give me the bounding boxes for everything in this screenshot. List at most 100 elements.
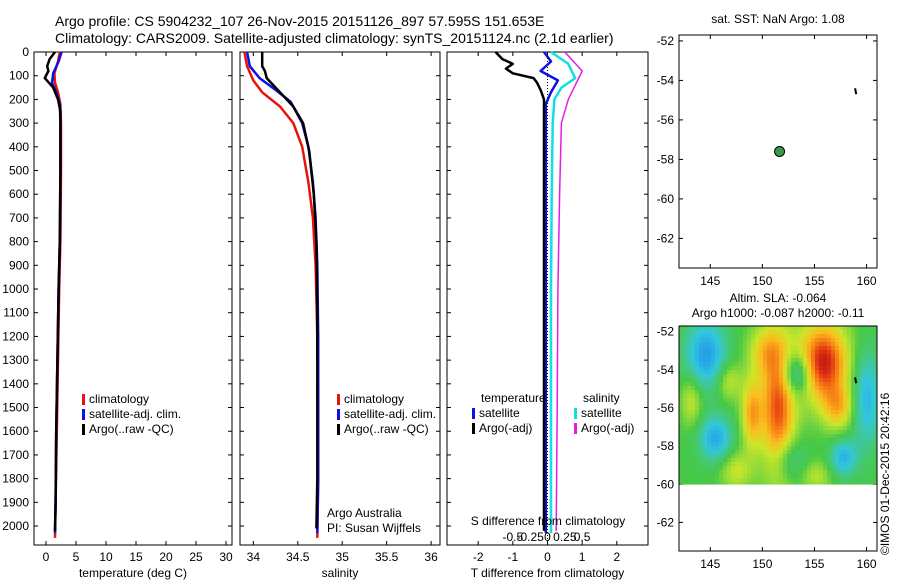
sla-heatmap-cell xyxy=(731,398,736,403)
sla-heatmap-cell xyxy=(787,358,792,363)
sla-heatmap-cell xyxy=(855,454,860,459)
sla-heatmap-cell xyxy=(779,370,784,375)
sla-heatmap-cell xyxy=(679,458,684,463)
sla-heatmap-cell xyxy=(839,470,844,475)
sla-heatmap-cell xyxy=(827,462,832,467)
sla-heatmap-cell xyxy=(771,394,776,399)
sla-heatmap-cell xyxy=(719,446,724,451)
sla-heatmap-cell xyxy=(831,438,836,443)
sla-heatmap-cell xyxy=(859,402,864,407)
legend-label: climatology xyxy=(89,392,149,406)
sla-heatmap-cell xyxy=(691,350,696,355)
sla-heatmap-cell xyxy=(751,398,756,403)
sla-heatmap-cell xyxy=(775,426,780,431)
sla-heatmap-cell xyxy=(755,466,760,471)
sla-heatmap-cell xyxy=(735,414,740,419)
sla-heatmap-cell xyxy=(803,462,808,467)
sla-heatmap-cell xyxy=(771,434,776,439)
sla-heatmap-cell xyxy=(715,466,720,471)
sla-heatmap-cell xyxy=(827,466,832,471)
sla-heatmap-cell xyxy=(799,370,804,375)
sla-heatmap-cell xyxy=(851,454,856,459)
sla-heatmap-cell xyxy=(835,366,840,371)
sla-heatmap-cell xyxy=(779,346,784,351)
sla-heatmap-cell xyxy=(843,438,848,443)
sla-heatmap-cell xyxy=(715,354,720,359)
sla-heatmap-cell xyxy=(755,474,760,479)
sla-heatmap-cell xyxy=(751,346,756,351)
sla-heatmap-cell xyxy=(711,426,716,431)
sla-heatmap-cell xyxy=(695,358,700,363)
sla-heatmap-cell xyxy=(779,362,784,367)
x-tick-label: 34 xyxy=(247,550,261,564)
sla-heatmap-cell xyxy=(835,478,840,483)
sla-heatmap-cell xyxy=(723,454,728,459)
sla-heatmap-cell xyxy=(751,402,756,407)
sla-heatmap-cell xyxy=(815,426,820,431)
sla-heatmap-cell xyxy=(771,354,776,359)
sla-heatmap-cell xyxy=(679,362,684,367)
sla-heatmap-cell xyxy=(835,474,840,479)
sla-heatmap-cell xyxy=(815,430,820,435)
sla-heatmap-cell xyxy=(839,358,844,363)
sla-heatmap-cell xyxy=(859,458,864,463)
sla-heatmap-cell xyxy=(723,434,728,439)
sla-heatmap-cell xyxy=(867,410,872,415)
sla-heatmap-cell xyxy=(719,402,724,407)
sla-heatmap-cell xyxy=(843,462,848,467)
sla-heatmap-cell xyxy=(719,422,724,427)
sla-heatmap-cell xyxy=(863,382,868,387)
sla-heatmap-cell xyxy=(795,410,800,415)
sla-heatmap-cell xyxy=(699,358,704,363)
sla-heatmap-cell xyxy=(703,330,708,335)
sla-heatmap-cell xyxy=(875,450,878,455)
float-track xyxy=(854,377,858,384)
x-tick-label: 150 xyxy=(752,274,772,288)
sla-heatmap-cell xyxy=(703,402,708,407)
sla-heatmap-cell xyxy=(727,342,732,347)
title-line-2: Climatology: CARS2009. Satellite-adjuste… xyxy=(55,30,613,46)
sla-heatmap-cell xyxy=(851,410,856,415)
sla-heatmap-cell xyxy=(827,446,832,451)
sla-heatmap-cell xyxy=(839,338,844,343)
sla-heatmap-cell xyxy=(791,430,796,435)
sla-heatmap-cell xyxy=(787,342,792,347)
sla-heatmap-cell xyxy=(743,354,748,359)
sla-heatmap-cell xyxy=(799,458,804,463)
sla-heatmap-cell xyxy=(811,346,816,351)
sla-heatmap-cell xyxy=(875,462,878,467)
sla-heatmap-cell xyxy=(683,330,688,335)
sla-heatmap-cell xyxy=(695,362,700,367)
sla-heatmap-cell xyxy=(791,334,796,339)
sla-heatmap-cell xyxy=(831,386,836,391)
sla-heatmap-cell xyxy=(795,406,800,411)
sla-heatmap-cell xyxy=(811,370,816,375)
sla-heatmap-cell xyxy=(743,366,748,371)
sla-heatmap-cell xyxy=(763,450,768,455)
sla-heatmap-cell xyxy=(755,386,760,391)
sla-heatmap-cell xyxy=(771,358,776,363)
sla-heatmap-cell xyxy=(799,426,804,431)
sla-heatmap-cell xyxy=(767,414,772,419)
sla-heatmap-cell xyxy=(851,398,856,403)
sla-heatmap-cell xyxy=(755,414,760,419)
sla-heatmap-cell xyxy=(859,426,864,431)
sla-title-line-2: Argo h1000: -0.087 h2000: -0.11 xyxy=(692,306,865,320)
sla-heatmap-cell xyxy=(803,442,808,447)
sla-heatmap-cell xyxy=(735,402,740,407)
sla-heatmap-cell xyxy=(767,458,772,463)
sla-heatmap-cell xyxy=(767,450,772,455)
sla-heatmap-cell xyxy=(827,370,832,375)
sla-heatmap-cell xyxy=(775,454,780,459)
x-tick-label: 25 xyxy=(189,550,203,564)
sla-heatmap-cell xyxy=(783,406,788,411)
sla-heatmap-cell xyxy=(755,422,760,427)
sla-heatmap-cell xyxy=(679,382,684,387)
sla-heatmap-cell xyxy=(699,346,704,351)
sla-heatmap-cell xyxy=(807,358,812,363)
sla-heatmap-cell xyxy=(719,394,724,399)
sla-heatmap-cell xyxy=(783,334,788,339)
sla-heatmap-cell xyxy=(799,330,804,335)
sla-heatmap-cell xyxy=(687,446,692,451)
sla-heatmap-cell xyxy=(679,358,684,363)
